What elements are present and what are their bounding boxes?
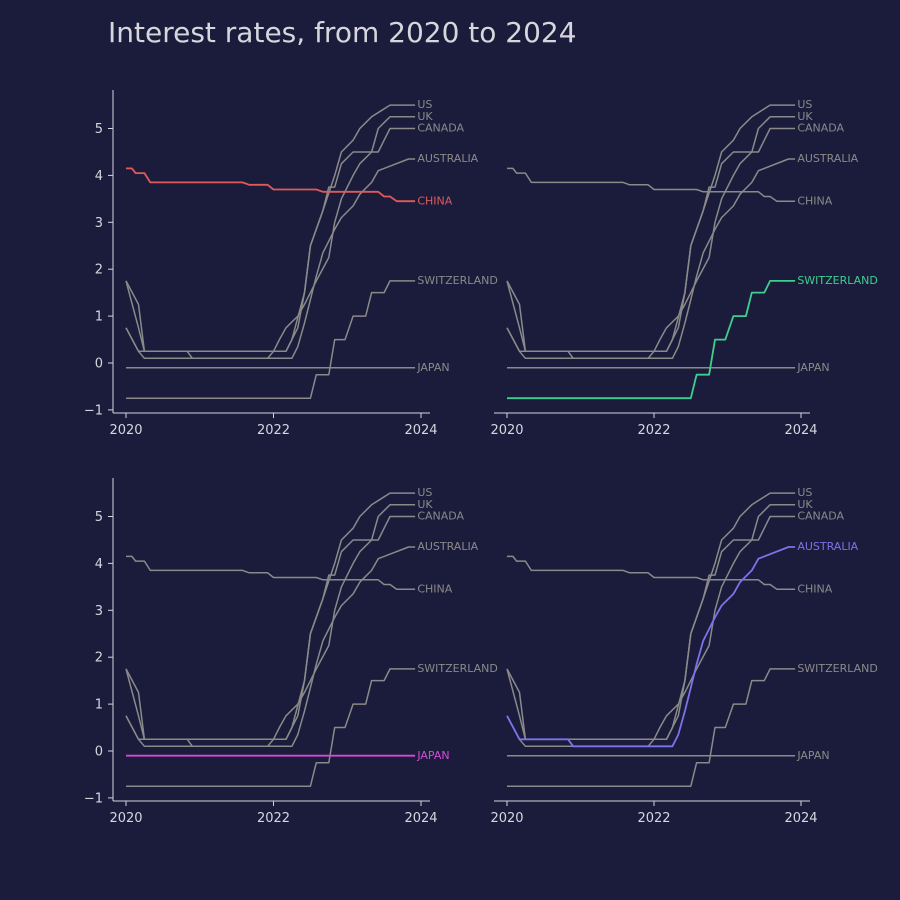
series-label-switzerland: SWITZERLAND [417,662,498,675]
y-tick-label: 3 [95,216,103,231]
series-label-china: CHINA [797,194,832,207]
series-label-japan: JAPAN [796,361,829,374]
series-line-us [125,492,416,741]
series-label-china: CHINA [417,194,452,207]
x-tick-label: 2022 [637,811,670,826]
y-tick-label: 0 [95,357,103,372]
x-tick-label: 2024 [784,423,817,438]
y-tick-label: 2 [95,263,103,278]
y-tick-label: 1 [95,698,103,713]
series-label-uk: UK [417,498,433,511]
series-label-canada: CANADA [417,122,464,135]
x-tick-label: 2020 [109,423,142,438]
series-line-switzerland [126,280,416,399]
x-tick-label: 2022 [637,423,670,438]
series-line-china [507,167,796,202]
x-tick-label: 2024 [404,811,437,826]
series-label-canada: CANADA [417,510,464,523]
y-tick-label: 5 [95,122,103,137]
series-line-us [125,104,416,353]
series-label-australia: AUSTRALIA [797,152,858,165]
series-line-us [506,104,796,353]
series-line-australia [506,158,796,360]
y-tick-label: 3 [95,604,103,619]
series-label-canada: CANADA [797,122,844,135]
x-tick-label: 2024 [784,811,817,826]
y-tick-label: 4 [95,169,103,184]
series-line-us [506,492,796,741]
series-line-uk [506,504,796,748]
y-tick-label: −1 [84,403,103,418]
series-label-switzerland: SWITZERLAND [797,662,878,675]
x-tick-label: 2020 [109,811,142,826]
series-label-us: US [797,486,812,499]
series-label-japan: JAPAN [416,361,449,374]
y-tick-label: 5 [95,510,103,525]
series-label-japan: JAPAN [796,749,829,762]
series-line-uk [125,504,416,748]
series-label-australia: AUSTRALIA [417,152,478,165]
series-line-canada [506,515,796,741]
series-label-us: US [417,98,432,111]
series-line-china [507,555,796,590]
series-line-china [126,555,416,590]
series-label-us: US [417,486,432,499]
x-tick-label: 2022 [257,423,290,438]
x-tick-label: 2024 [404,423,437,438]
series-label-uk: UK [797,498,813,511]
series-label-uk: UK [417,110,433,123]
series-line-switzerland [507,668,796,787]
series-line-canada [125,515,416,741]
series-line-australia [125,546,416,748]
y-tick-label: −1 [84,791,103,806]
series-label-australia: AUSTRALIA [797,540,858,553]
series-label-china: CHINA [417,582,452,595]
series-label-china: CHINA [797,582,832,595]
series-label-switzerland: SWITZERLAND [417,274,498,287]
series-line-uk [125,116,416,360]
series-label-us: US [797,98,812,111]
series-line-australia [506,546,796,748]
series-line-switzerland [126,668,416,787]
series-label-japan: JAPAN [416,749,449,762]
series-label-switzerland: SWITZERLAND [797,274,878,287]
series-label-canada: CANADA [797,510,844,523]
y-tick-label: 4 [95,557,103,572]
y-tick-label: 2 [95,651,103,666]
series-label-uk: UK [797,110,813,123]
series-line-switzerland [507,280,796,400]
x-tick-label: 2020 [490,811,523,826]
series-line-canada [125,127,416,353]
series-line-china [126,167,416,203]
chart-title: Interest rates, from 2020 to 2024 [108,16,577,49]
x-tick-label: 2020 [490,423,523,438]
series-label-australia: AUSTRALIA [417,540,478,553]
series-line-canada [506,127,796,353]
series-line-australia [125,158,416,360]
y-tick-label: 1 [95,310,103,325]
x-tick-label: 2022 [257,811,290,826]
series-line-uk [506,116,796,360]
y-tick-label: 0 [95,745,103,760]
